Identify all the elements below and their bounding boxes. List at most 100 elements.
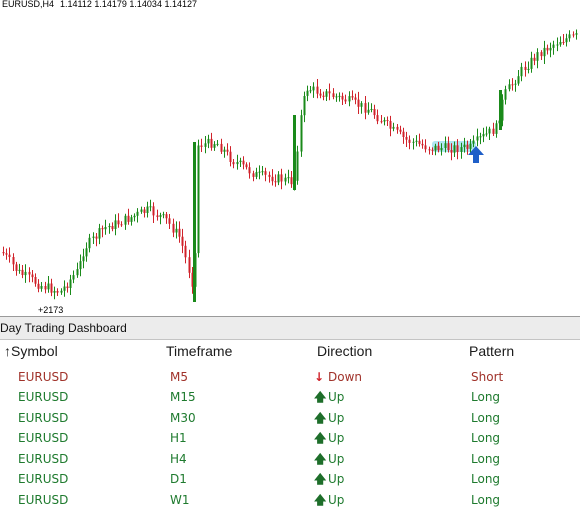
candle-body — [408, 139, 411, 143]
candle-body — [31, 274, 34, 278]
candle-body — [24, 271, 27, 276]
candle-body — [338, 95, 341, 97]
candle-body — [255, 172, 258, 177]
candle-body — [143, 209, 146, 213]
row-direction: ↓ Down — [314, 367, 362, 387]
candle-body — [511, 84, 514, 86]
table-row[interactable]: EURUSD W1 🡅 Up Long — [0, 490, 580, 510]
candle-body — [175, 228, 178, 233]
arrow-up-icon: 🡅 — [314, 472, 327, 486]
candle-body — [354, 97, 357, 100]
candle-body — [312, 86, 315, 91]
timeframe-column-header[interactable]: Timeframe — [166, 343, 233, 359]
candle-body — [76, 269, 79, 276]
table-row[interactable]: EURUSD H4 🡅 Up Long — [0, 449, 580, 469]
candle-body — [184, 245, 187, 258]
candle-body — [412, 141, 415, 143]
candle-body — [220, 143, 223, 152]
candle-body — [207, 138, 210, 144]
candle-body — [444, 143, 447, 148]
direction-column-header[interactable]: Direction — [317, 343, 373, 359]
candle-body — [450, 150, 453, 153]
candle-body — [572, 34, 575, 36]
dashboard-panel: Day Trading Dashboard ↑Symbol Timeframe … — [0, 316, 580, 517]
candle-body — [380, 121, 383, 123]
price-chart[interactable]: EURUSD,H4 1.14112 1.14179 1.14034 1.14127… — [0, 0, 580, 316]
candle-body — [485, 133, 488, 135]
row-timeframe: M15 — [170, 390, 196, 404]
candle-body — [351, 96, 354, 98]
arrow-up-icon: 🡅 — [314, 493, 327, 507]
candle-body — [488, 128, 491, 134]
candle-body — [469, 143, 472, 149]
table-row[interactable]: EURUSD M30 🡅 Up Long — [0, 408, 580, 428]
candle-body — [316, 86, 319, 94]
table-row[interactable]: EURUSD D1 🡅 Up Long — [0, 469, 580, 489]
candle-body — [168, 218, 171, 224]
table-row[interactable]: EURUSD M5 ↓ Down Short — [0, 367, 580, 387]
candle-body — [517, 76, 520, 84]
row-direction: 🡅 Up — [314, 490, 344, 510]
row-symbol: EURUSD — [18, 493, 69, 507]
candle-body — [332, 93, 335, 97]
candle-body — [536, 52, 539, 61]
candle-body — [415, 140, 418, 142]
candle-body — [341, 95, 344, 100]
row-pattern: Long — [471, 472, 501, 486]
candle-body — [348, 96, 351, 102]
candle-body — [18, 269, 21, 271]
direction-label: Down — [328, 370, 363, 384]
direction-label: Up — [328, 493, 345, 507]
direction-label: Up — [328, 431, 345, 445]
row-timeframe: M30 — [170, 411, 196, 425]
candle-body — [300, 115, 303, 152]
candle-body — [114, 220, 117, 229]
candle-body — [392, 126, 395, 129]
pattern-column-header[interactable]: Pattern — [469, 343, 515, 359]
candlestick-canvas[interactable] — [0, 0, 580, 316]
candle-body — [258, 171, 261, 173]
candle-body — [60, 290, 63, 293]
candle-body — [364, 103, 367, 113]
symbol-column-header[interactable]: ↑Symbol — [4, 343, 58, 359]
candle-body — [204, 143, 207, 147]
symbol-header-label: Symbol — [11, 343, 58, 359]
candle-body — [562, 42, 565, 43]
row-timeframe: W1 — [170, 493, 190, 507]
table-row[interactable]: EURUSD H1 🡅 Up Long — [0, 428, 580, 448]
candle-body — [376, 115, 379, 122]
buy-signal-arrow-icon — [468, 146, 484, 163]
candle-body — [12, 257, 15, 265]
row-timeframe: D1 — [170, 472, 187, 486]
candle-body — [72, 275, 75, 280]
table-row[interactable]: EURUSD M15 🡅 Up Long — [0, 387, 580, 407]
candle-body — [159, 215, 162, 217]
candle-body — [556, 44, 559, 46]
candle-body — [210, 138, 213, 148]
candle-body — [85, 248, 88, 257]
arrow-up-icon: 🡅 — [314, 431, 327, 445]
candle-body — [575, 33, 578, 35]
candle-body — [520, 66, 523, 77]
candle-body — [8, 254, 11, 257]
candle-body — [540, 52, 543, 57]
candle-body — [418, 140, 421, 144]
candle-body — [188, 257, 191, 273]
row-symbol: EURUSD — [18, 411, 69, 425]
candle-body — [546, 47, 549, 51]
candle-body — [111, 226, 114, 230]
candle-body — [108, 226, 111, 228]
candle-body — [453, 145, 456, 153]
candle-body — [284, 177, 287, 182]
candle-body — [136, 211, 139, 216]
candle-body — [92, 236, 95, 238]
candle-body — [277, 174, 280, 183]
candle-body — [559, 42, 562, 45]
candle-body — [252, 173, 255, 177]
candle-body — [120, 224, 123, 226]
candle-body — [268, 174, 271, 177]
dashboard-title: Day Trading Dashboard — [0, 317, 580, 340]
candle-body — [344, 99, 347, 102]
candle-body — [79, 261, 82, 270]
candle-body — [56, 291, 59, 293]
